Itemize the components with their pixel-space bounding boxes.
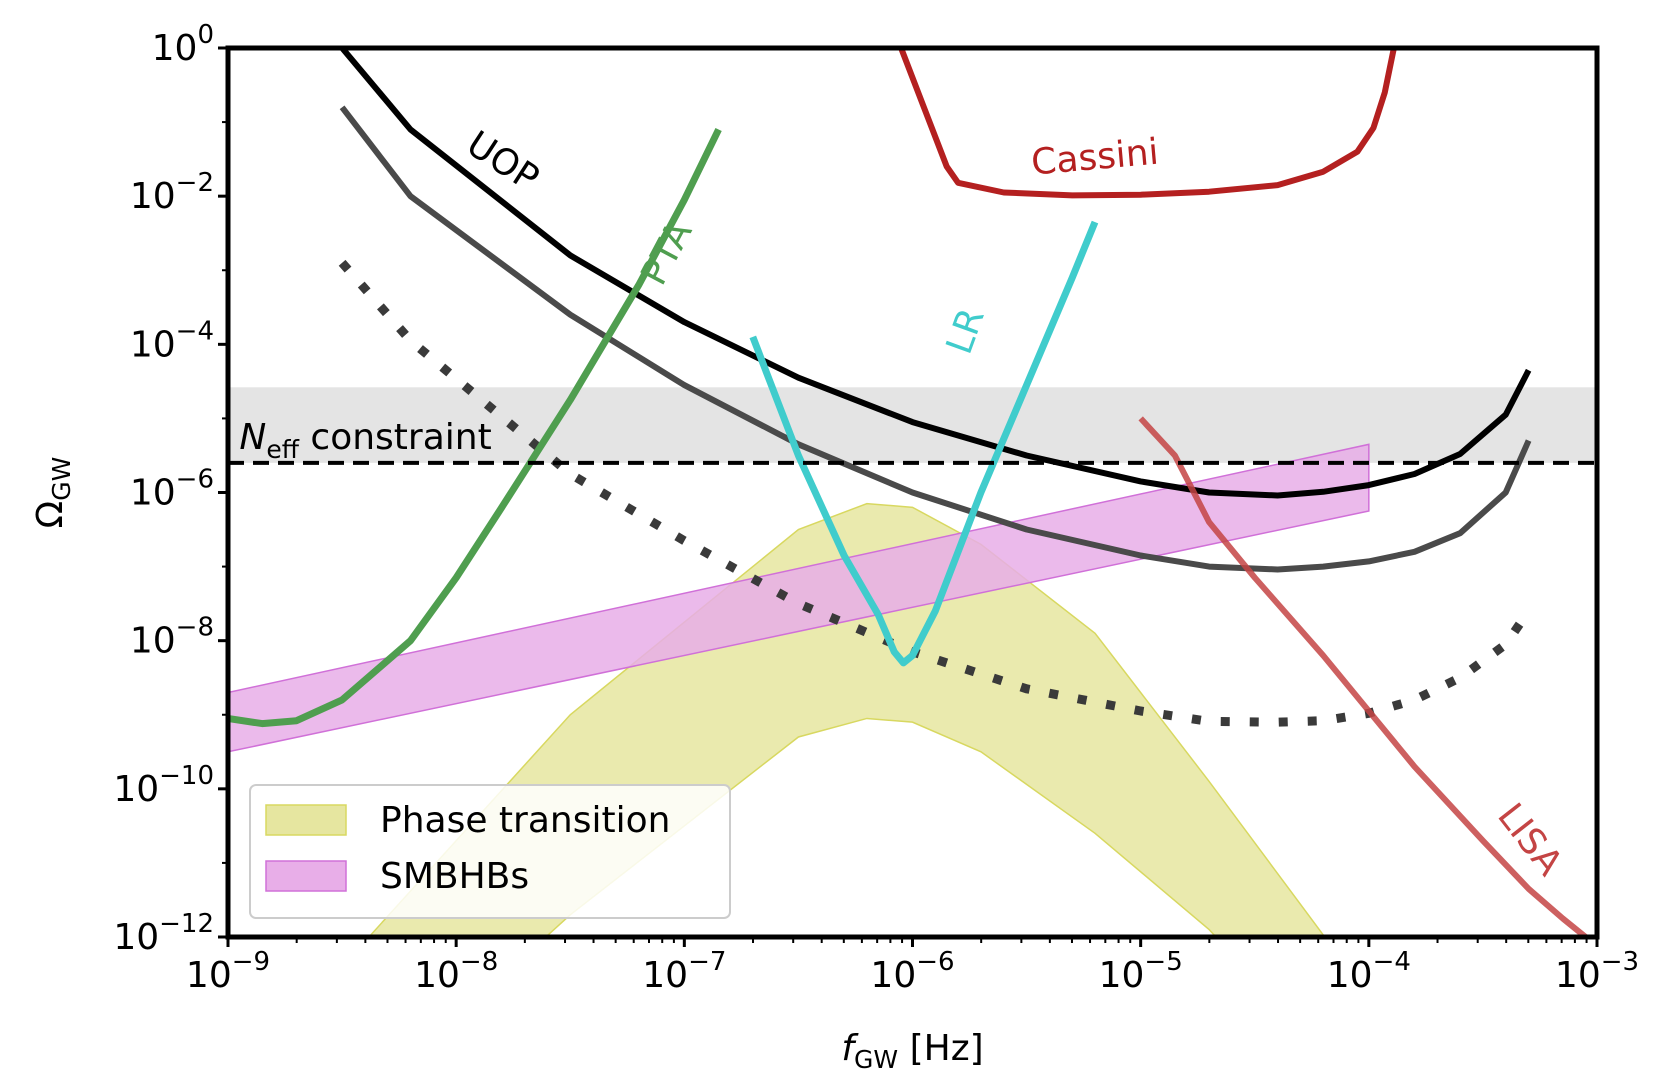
legend-box [249,784,731,919]
x-tick-label: 10−3 [1555,947,1639,996]
legend-label-smbhbs: SMBHBs [380,856,529,897]
x-tick-label: 10−9 [186,947,270,996]
y-tick-label: 10−2 [130,168,214,217]
x-tick-label: 10−7 [642,947,726,996]
y-tick-label: 10−8 [130,613,214,662]
axes-frame [218,45,1600,947]
legend: Phase transition SMBHBs [249,784,731,919]
x-tick-label: 10−5 [1099,947,1183,996]
series-uop-3 [338,259,1533,727]
band-smbhbs [228,443,1370,753]
series-label-uop: UOP [459,124,545,200]
neff-label: Neff constraint [239,417,491,464]
legend-swatch-phase-transition [265,804,347,836]
series-lr [749,220,1099,667]
y-tick-label: 10−6 [130,465,214,514]
series-lisa [1138,416,1588,937]
x-axis-label: fGW [Hz] [841,1028,983,1074]
series-pta [228,127,722,728]
y-tick-label: 100 [152,20,214,69]
series-label-lisa: LISA [1489,796,1570,884]
series-label-cassini: Cassini [1030,132,1161,184]
legend-label-phase-transition: Phase transition [380,800,670,841]
y-tick-label: 10−12 [113,909,214,958]
series-uop-2 [339,105,1532,573]
y-tick-label: 10−4 [130,316,214,365]
plot-area [228,48,1597,937]
x-tick-label: 10−8 [414,947,498,996]
y-axis-label: ΩGW [30,457,76,529]
series-label-lr: LR [939,303,993,359]
legend-swatch-smbhbs [265,860,347,892]
x-tick-label: 10−4 [1327,947,1411,996]
x-tick-label: 10−6 [870,947,954,996]
series-cassini [898,48,1397,199]
y-tick-label: 10−10 [113,761,214,810]
